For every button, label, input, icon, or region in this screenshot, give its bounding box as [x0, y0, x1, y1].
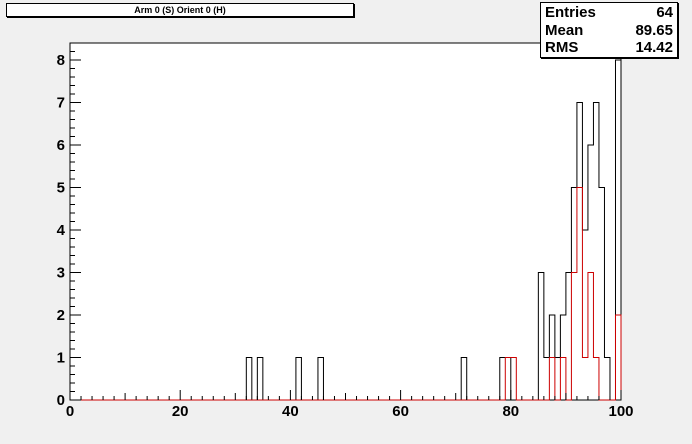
y-tick-label: 7 — [57, 95, 65, 112]
y-tick-label: 4 — [57, 222, 66, 239]
y-tick-label: 1 — [57, 350, 65, 367]
histogram-title: Arm 0 (S) Orient 0 (H) — [6, 3, 354, 17]
stat-row-mean: Mean 89.65 — [545, 22, 673, 40]
x-tick-label: 40 — [282, 403, 299, 420]
x-tick-label: 0 — [66, 403, 74, 420]
stat-label: Mean — [545, 22, 584, 39]
axis-layer: 0 20 40 60 80 100 0 1 2 3 4 5 6 7 8 — [57, 51, 634, 420]
y-tick-label: 2 — [57, 307, 65, 324]
plot-area — [69, 42, 622, 401]
stat-row-entries: Entries 64 — [545, 4, 673, 22]
stat-value: 64 — [656, 4, 673, 21]
x-tick-label: 20 — [172, 403, 189, 420]
stat-label: RMS — [545, 39, 579, 56]
stat-value: 89.65 — [635, 22, 673, 39]
x-tick-label: 100 — [608, 403, 633, 420]
stats-box: Entries 64 Mean 89.65 RMS 14.42 — [540, 2, 678, 58]
stat-row-rms: RMS 14.42 — [545, 39, 673, 57]
y-tick-label: 5 — [57, 180, 65, 197]
x-tick-label: 60 — [392, 403, 409, 420]
y-tick-label: 0 — [57, 392, 65, 409]
y-tick-label: 6 — [57, 137, 65, 154]
stat-value: 14.42 — [635, 39, 673, 56]
histogram-series-1 — [70, 187, 622, 401]
y-tick-label: 3 — [57, 265, 65, 282]
x-tick-label: 80 — [502, 403, 519, 420]
stat-label: Entries — [545, 4, 596, 21]
y-tick-label: 8 — [57, 52, 65, 69]
